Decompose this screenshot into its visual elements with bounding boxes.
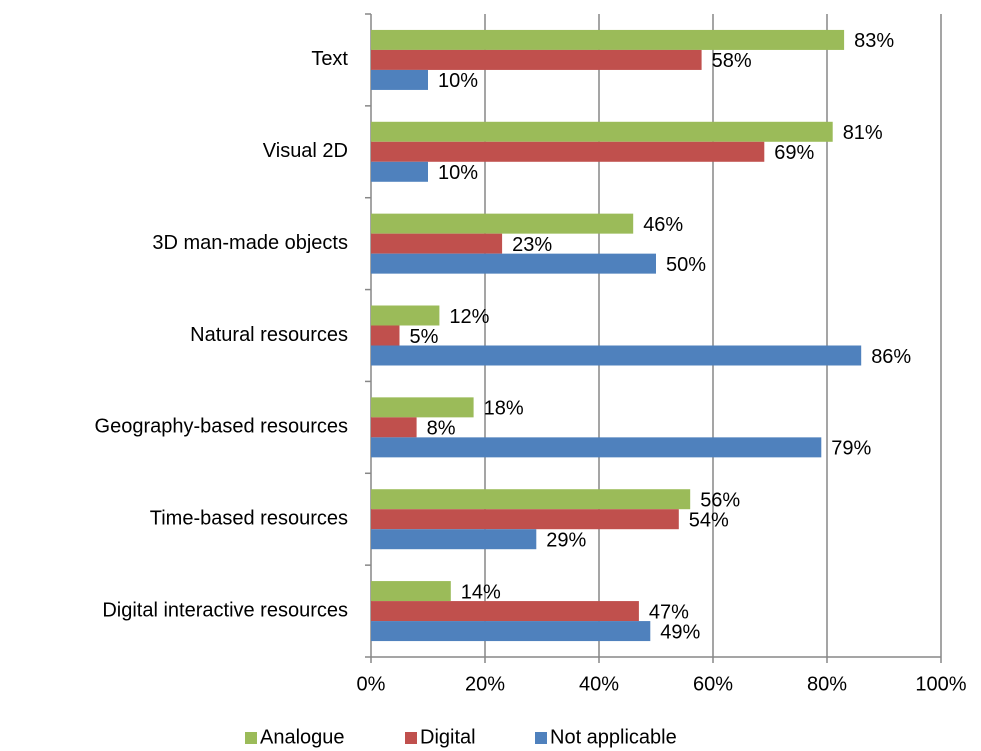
- bar: [371, 69, 428, 90]
- y-tick-label: Natural resources: [190, 324, 348, 346]
- value-label: 29%: [546, 529, 586, 551]
- bar: [371, 121, 833, 142]
- bar: [371, 305, 440, 326]
- x-tick-label: 40%: [579, 673, 619, 695]
- bar: [371, 437, 822, 458]
- bar: [371, 29, 845, 50]
- value-label: 8%: [427, 418, 456, 440]
- bar: [371, 141, 765, 162]
- value-label: 79%: [831, 438, 871, 460]
- legend-swatch: [245, 732, 257, 744]
- bar: [371, 529, 537, 550]
- value-label: 46%: [643, 214, 683, 236]
- value-label: 86%: [871, 346, 911, 368]
- bar: [371, 345, 862, 366]
- x-tick-label: 0%: [357, 673, 386, 695]
- y-tick-label: Digital interactive resources: [102, 599, 348, 621]
- bar: [371, 161, 428, 182]
- value-label: 54%: [689, 509, 729, 531]
- value-label: 81%: [843, 122, 883, 144]
- value-label: 69%: [774, 142, 814, 164]
- value-label: 14%: [461, 581, 501, 603]
- value-label: 83%: [854, 30, 894, 52]
- value-label: 10%: [438, 162, 478, 184]
- bar: [371, 325, 400, 346]
- value-label: 49%: [660, 621, 700, 643]
- legend-label: Analogue: [260, 726, 345, 748]
- x-tick-label: 80%: [807, 673, 847, 695]
- bar: [371, 417, 417, 438]
- value-label: 12%: [449, 306, 489, 328]
- x-tick-label: 60%: [693, 673, 733, 695]
- value-label: 47%: [649, 601, 689, 623]
- bar: [371, 397, 474, 418]
- bar: [371, 233, 503, 254]
- y-tick-label: Time-based resources: [150, 507, 348, 529]
- value-label: 5%: [410, 326, 439, 348]
- legend-label: Not applicable: [550, 726, 677, 748]
- bar: [371, 601, 639, 622]
- y-tick-label: Visual 2D: [263, 140, 348, 162]
- legend-label: Digital: [420, 726, 476, 748]
- y-tick-label: Text: [311, 48, 348, 70]
- bar: [371, 509, 679, 530]
- value-label: 58%: [712, 50, 752, 72]
- value-label: 50%: [666, 254, 706, 276]
- x-tick-label: 100%: [915, 673, 966, 695]
- y-tick-label: Geography-based resources: [95, 416, 348, 438]
- bar: [371, 253, 656, 274]
- bar: [371, 489, 691, 510]
- bar: [371, 581, 451, 602]
- legend-swatch: [405, 732, 417, 744]
- value-label: 56%: [700, 489, 740, 511]
- y-tick-label: 3D man-made objects: [152, 232, 348, 254]
- value-label: 10%: [438, 70, 478, 92]
- bar: [371, 49, 702, 70]
- bar: [371, 621, 651, 642]
- value-label: 23%: [512, 234, 552, 256]
- legend-swatch: [535, 732, 547, 744]
- bar: [371, 213, 634, 234]
- x-tick-label: 20%: [465, 673, 505, 695]
- value-label: 18%: [484, 398, 524, 420]
